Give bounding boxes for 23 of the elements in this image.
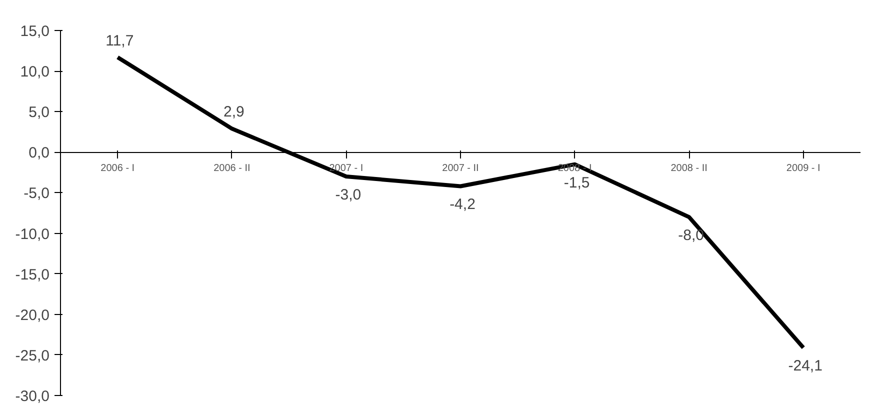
y-tick-label: -10,0 [15,226,50,243]
x-tick-label: 2008 - II [670,163,708,174]
x-tick-label: 2009 - I [786,163,820,174]
x-tick-label: 2007 - I [329,163,364,174]
x-tick-label: 2006 - II [214,163,250,174]
y-tick-label: -5,0 [24,185,50,202]
y-tick-label: -15,0 [15,266,50,284]
y-tick-label: 0,0 [28,144,50,162]
data-label: -8,0 [678,227,704,244]
y-tick-label: -25,0 [15,347,50,364]
x-tick-label: 2006 - I [100,163,135,174]
y-tick-label: 15,0 [20,23,50,40]
y-tick-label: 5,0 [28,104,50,122]
data-label: -3,0 [335,186,362,204]
y-tick-label: -30,0 [15,388,50,405]
x-tick-label: 2007 - II [442,163,479,174]
data-label: -4,2 [450,196,476,214]
data-label: -24,1 [788,358,822,375]
y-tick-label: -20,0 [15,306,50,324]
data-label: 2,9 [224,104,244,121]
data-label: -1,5 [564,174,590,192]
y-tick-label: 10,0 [20,64,50,81]
data-label: 11,7 [106,32,134,50]
